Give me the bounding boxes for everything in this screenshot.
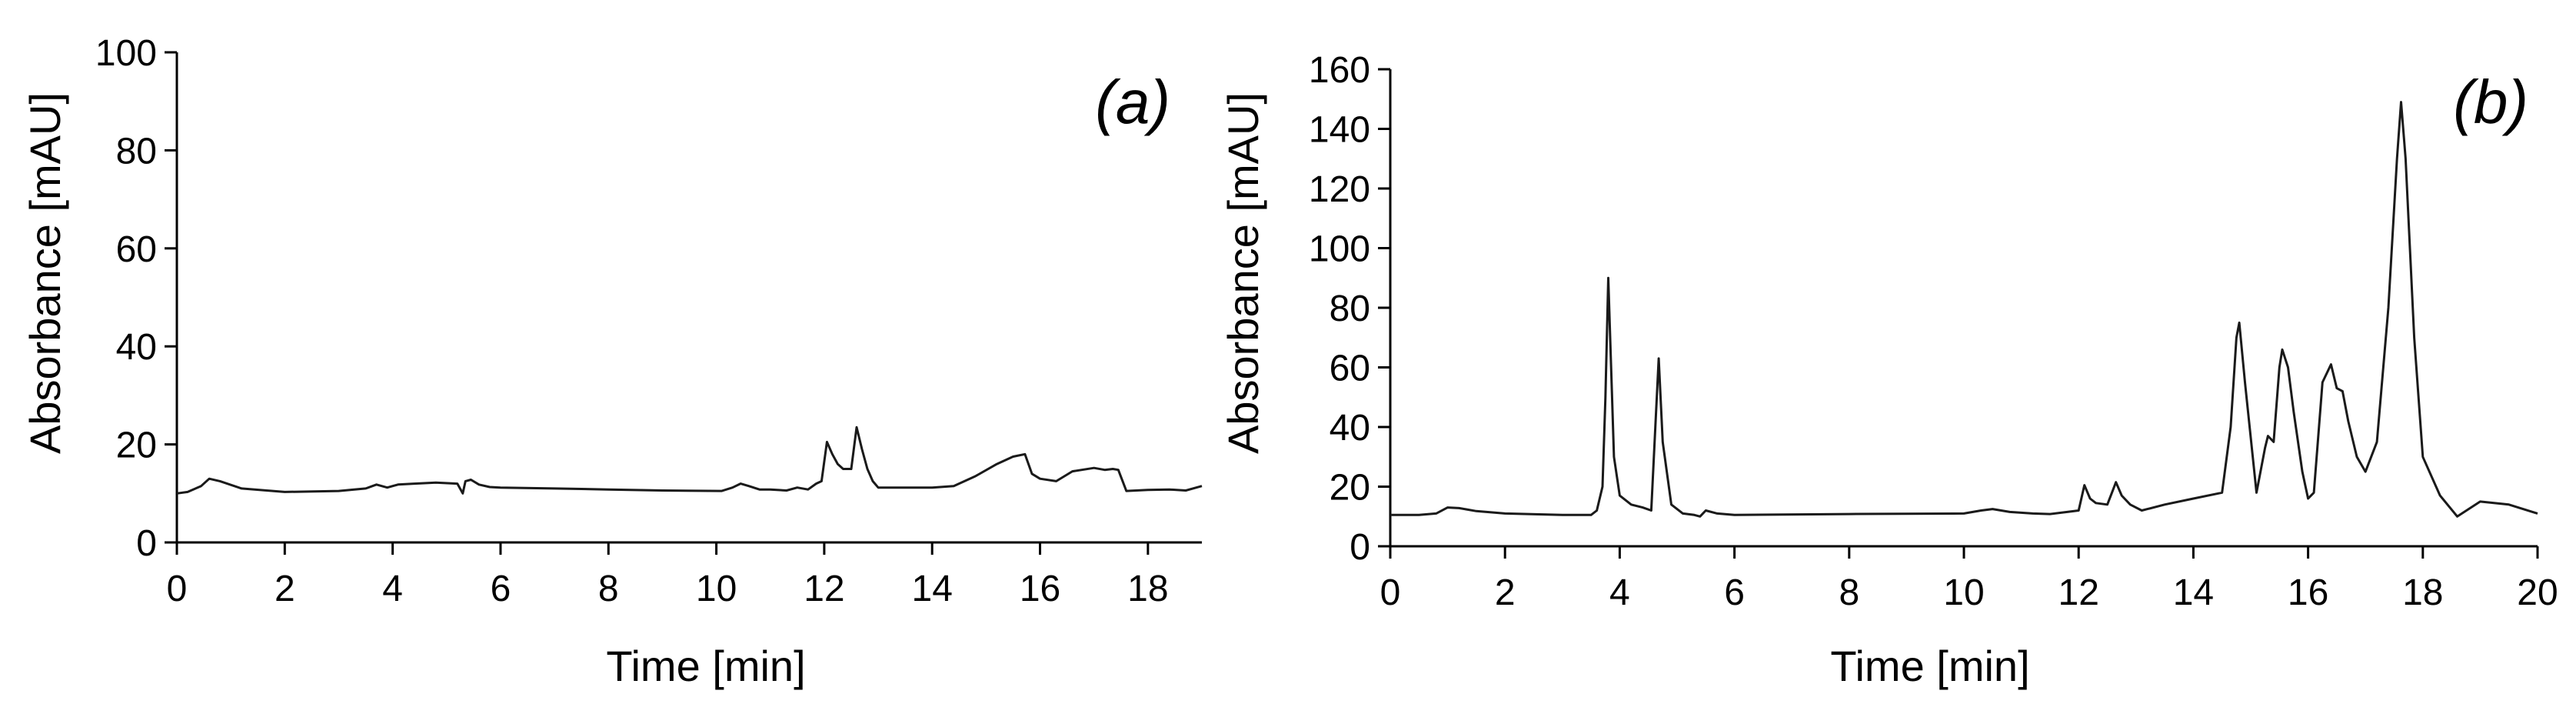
- panel-a-x-axis-title: Time [min]: [606, 642, 805, 690]
- panel-b-x-tick-label: 18: [2402, 572, 2443, 613]
- panel-a-x-tick-label: 14: [912, 569, 953, 609]
- panel-b-y-tick-label: 80: [1330, 289, 1370, 329]
- panel-b-x-tick-label: 4: [1609, 572, 1630, 613]
- panel-b-y-tick-label: 140: [1309, 110, 1370, 151]
- panel-a-y-tick-label: 100: [95, 33, 157, 74]
- panel-b-y-tick-label: 0: [1350, 527, 1370, 568]
- panel-b-x-tick-label: 12: [2058, 572, 2099, 613]
- panel-b-y-tick-label: 20: [1330, 468, 1370, 509]
- panel-a-y-tick-label: 80: [116, 131, 157, 172]
- panel-b-chromatogram-trace: [1390, 101, 2538, 518]
- panel-a-chromatogram-trace: [176, 425, 1203, 495]
- panel-a-y-tick-label: 20: [116, 425, 157, 466]
- panel-a-x-tick-label: 18: [1127, 569, 1168, 609]
- panel-a-label: (a): [1095, 68, 1170, 136]
- panel-b-chart: Absorbance [mAU] Time [min] (b) 02040608…: [1219, 50, 2558, 690]
- panel-a-x-tick-label: 0: [167, 569, 188, 609]
- panel-a-y-tick-label: 0: [136, 523, 157, 564]
- panel-a-x-tick-label: 4: [382, 569, 403, 609]
- panel-a-y-tick-label: 40: [116, 327, 157, 368]
- panel-b-y-tick-label: 100: [1309, 229, 1370, 270]
- panel-b-y-tick-label: 160: [1309, 50, 1370, 91]
- panel-a-x-tick-label: 16: [1020, 569, 1060, 609]
- panel-b-y-tick-label: 60: [1330, 349, 1370, 389]
- panel-b-x-tick-label: 16: [2288, 572, 2328, 613]
- panel-b-label: (b): [2453, 68, 2528, 136]
- panel-a-x-tick-label: 2: [275, 569, 295, 609]
- panel-a-x-tick-label: 6: [491, 569, 511, 609]
- panel-a-x-tick-label: 10: [696, 569, 737, 609]
- panel-b-x-tick-label: 20: [2517, 572, 2558, 613]
- panel-b-x-tick-label: 14: [2173, 572, 2214, 613]
- panel-a-y-axis-title: Absorbance [mAU]: [21, 92, 69, 454]
- panel-b-y-tick-label: 120: [1309, 169, 1370, 210]
- panel-a-y-tick-label: 60: [116, 229, 157, 270]
- panel-b-y-tick-label: 40: [1330, 408, 1370, 449]
- panel-a-x-tick-label: 8: [598, 569, 619, 609]
- panel-a-chart: Absorbance [mAU] Time [min] (a) 02040608…: [21, 33, 1203, 690]
- panel-a-x-tick-label: 12: [804, 569, 844, 609]
- panel-b-x-tick-label: 2: [1495, 572, 1516, 613]
- panel-b-x-axis-title: Time [min]: [1830, 642, 2029, 690]
- panel-b-x-tick-label: 10: [1943, 572, 1984, 613]
- panel-b-y-axis-title: Absorbance [mAU]: [1219, 92, 1267, 454]
- panel-b-x-tick-label: 8: [1839, 572, 1859, 613]
- panel-b-x-tick-label: 0: [1380, 572, 1401, 613]
- panel-b-x-tick-label: 6: [1724, 572, 1745, 613]
